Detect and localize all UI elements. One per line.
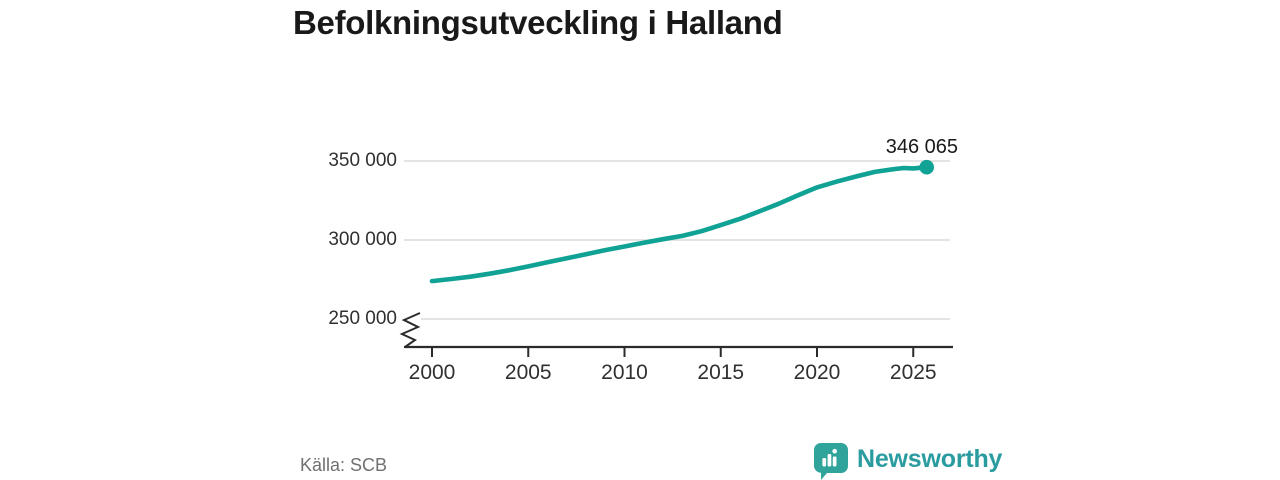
newsworthy-logo-icon (814, 443, 848, 480)
series-line-Befolkning i Halland (429, 164, 930, 284)
y-tick-label-250000: 250 000 (328, 308, 397, 329)
last-point-value-label: 346 065 (885, 136, 958, 158)
x-tick-label-2015: 2015 (697, 361, 745, 384)
bar-3 (832, 456, 837, 467)
x-tick-label-2000: 2000 (408, 361, 456, 384)
y-tick-label-350000: 350 000 (328, 150, 397, 171)
exclamation-dot (832, 448, 837, 454)
last-point-marker (919, 159, 934, 175)
newsworthy-logo-text: Newsworthy (857, 445, 1003, 473)
x-tick-label-2020: 2020 (793, 361, 841, 384)
bar-2 (827, 454, 832, 467)
newsworthy-logo[interactable]: Newsworthy (814, 443, 1002, 480)
x-tick-label-2025: 2025 (889, 361, 937, 384)
y-axis-break-icon (399, 312, 421, 348)
x-tick-label-2005: 2005 (504, 361, 552, 384)
chart-title: Befolkningsutveckling i Halland (293, 4, 783, 41)
x-tick-label-2010: 2010 (601, 361, 648, 384)
bar-1 (822, 458, 827, 467)
source-note: Källa: SCB (300, 455, 388, 475)
y-tick-label-300000: 300 000 (328, 229, 397, 250)
